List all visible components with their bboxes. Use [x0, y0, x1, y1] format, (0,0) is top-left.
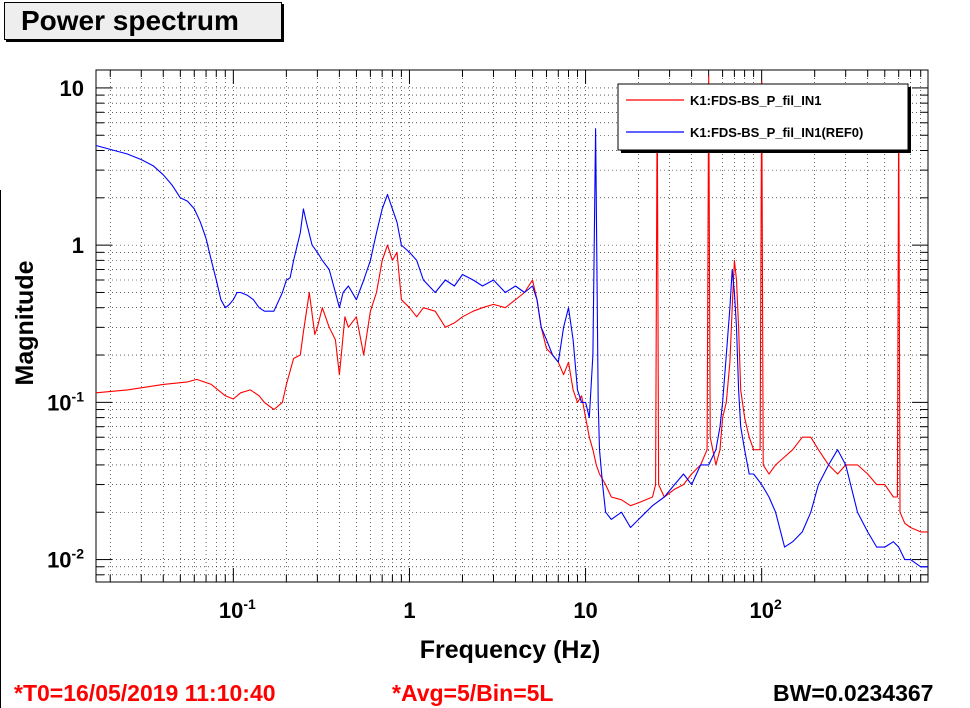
series-line-red [95, 74, 928, 533]
x-tick-label: 10-1 [219, 596, 256, 623]
y-tick-label: 10-1 [47, 388, 84, 415]
grid [96, 70, 928, 582]
y-tick-label: 10 [60, 76, 84, 101]
x-tick-label: 10 [573, 598, 597, 623]
legend-entry: K1:FDS-BS_P_fil_IN1(REF0) [690, 125, 863, 140]
left-border [0, 190, 1, 708]
plot-frame [95, 69, 929, 583]
legend-entry: K1:FDS-BS_P_fil_IN1 [690, 93, 821, 108]
legend: K1:FDS-BS_P_fil_IN1 K1:FDS-BS_P_fil_IN1(R… [617, 83, 911, 153]
legend-box [617, 83, 909, 151]
tick-labels: 10-1 1 10 102 10 1 10-1 10-2 [47, 76, 782, 623]
y-axis-label: Magnitude [11, 260, 39, 385]
y-tick-label: 1 [72, 233, 84, 258]
series-lines [95, 74, 928, 568]
series-line-blue [95, 128, 928, 568]
avg-bin-status: *Avg=5/Bin=5L [392, 680, 554, 706]
chart-title: Power spectrum [4, 2, 282, 40]
x-tick-label: 102 [750, 596, 782, 623]
x-axis-label: Frequency (Hz) [420, 636, 601, 664]
y-tick-label: 10-2 [47, 546, 84, 573]
axis-ticks [96, 70, 928, 582]
x-tick-label: 1 [403, 598, 415, 623]
t0-status: *T0=16/05/2019 11:10:40 [14, 680, 276, 706]
bandwidth-status: BW=0.0234367 [773, 680, 934, 706]
